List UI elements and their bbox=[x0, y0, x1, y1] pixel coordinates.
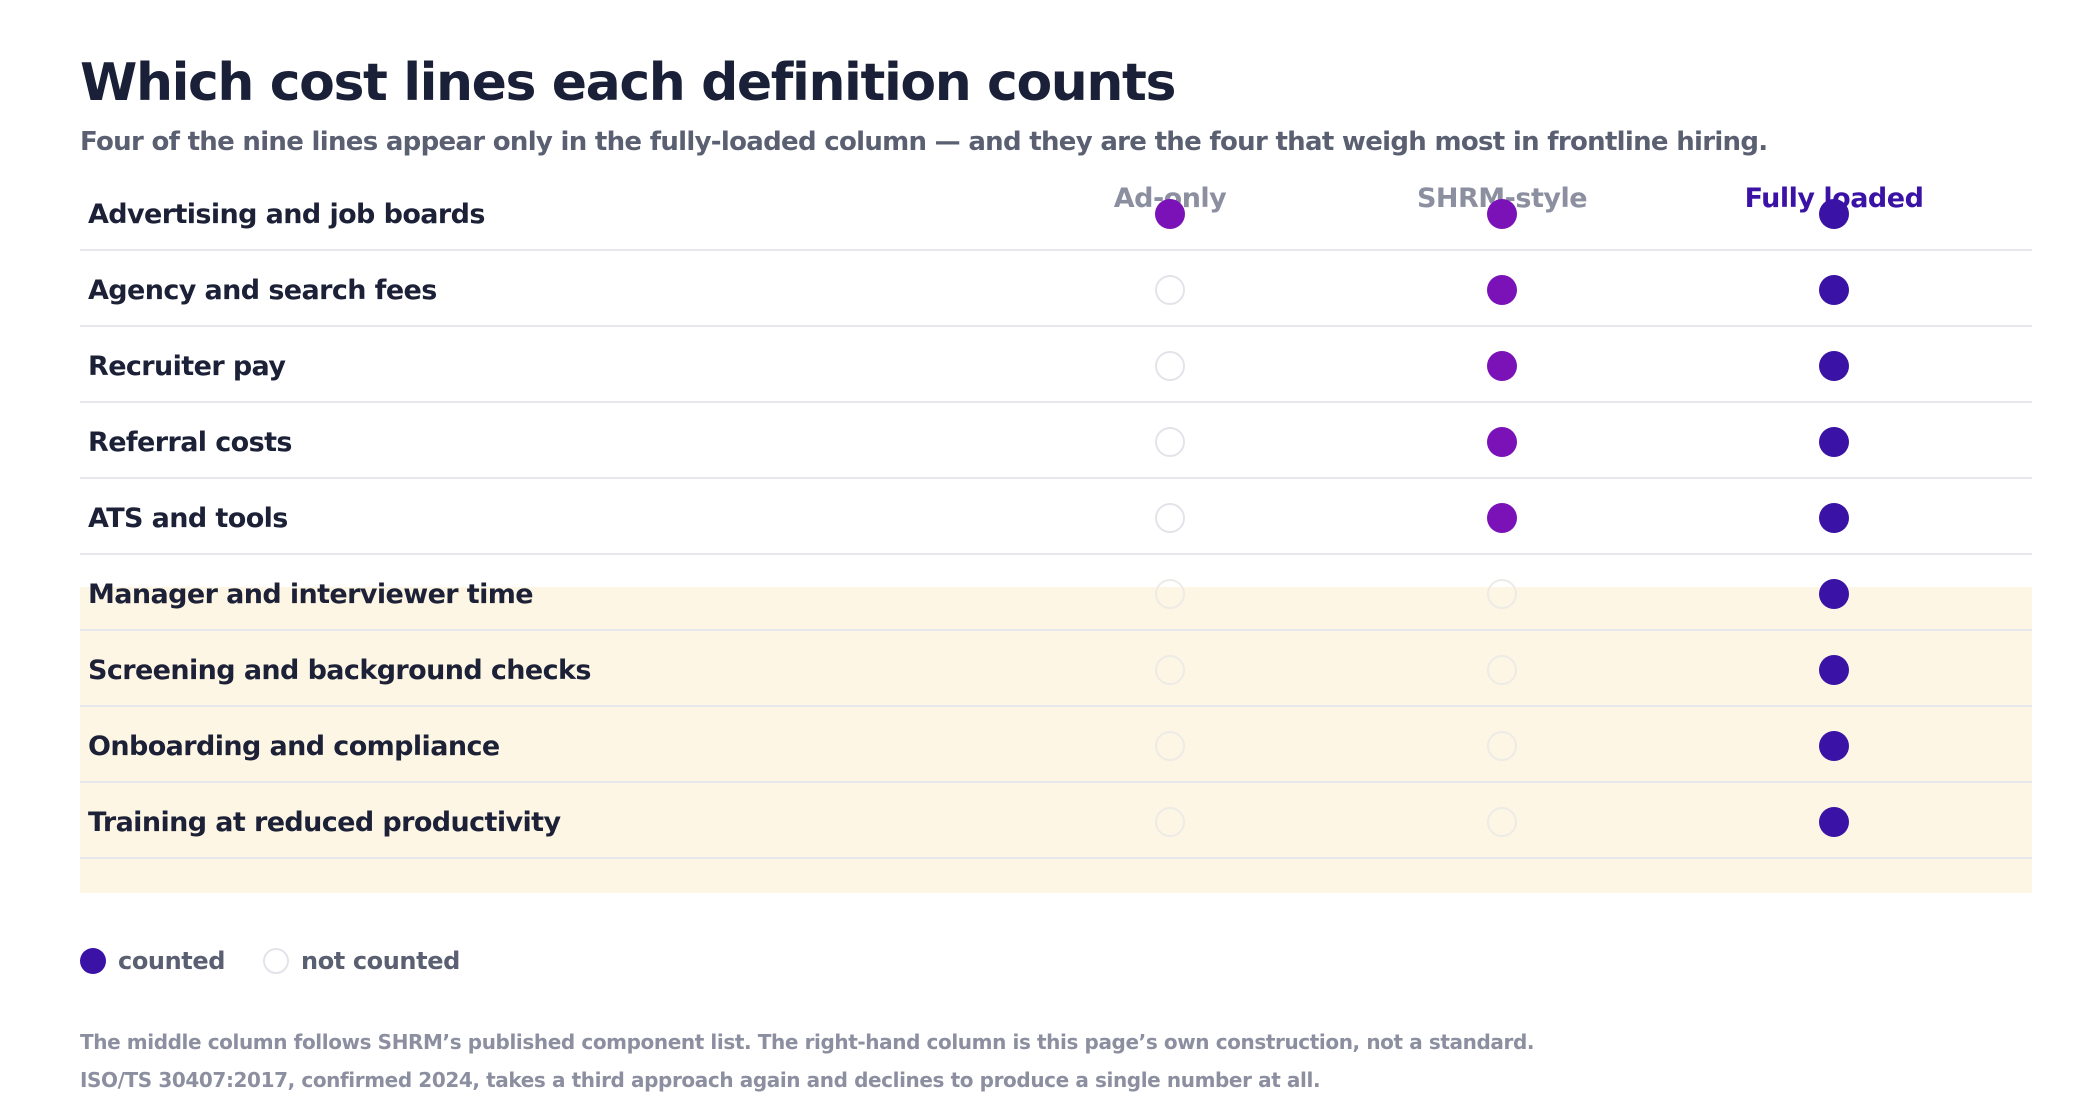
counted-dot-fully-loaded bbox=[1819, 579, 1849, 609]
row-label: Recruiter pay bbox=[88, 351, 286, 382]
fully-loaded-only-highlight bbox=[80, 587, 2032, 893]
table-row: Referral costs bbox=[80, 403, 2032, 479]
table-row: Manager and interviewer time bbox=[80, 555, 2032, 631]
not-counted-dot-ad-only bbox=[1155, 427, 1185, 457]
legend-item-counted: counted bbox=[80, 947, 225, 975]
counted-dot-shrm-style bbox=[1487, 351, 1517, 381]
row-label: Advertising and job boards bbox=[88, 199, 485, 230]
row-label: Referral costs bbox=[88, 427, 292, 458]
counted-dot-shrm-style bbox=[1487, 275, 1517, 305]
counted-dot-fully-loaded bbox=[1819, 807, 1849, 837]
not-counted-dot-icon bbox=[263, 948, 290, 974]
not-counted-dot-ad-only bbox=[1155, 655, 1185, 685]
counted-dot-fully-loaded bbox=[1819, 275, 1849, 305]
counted-dot-fully-loaded bbox=[1819, 655, 1849, 685]
table-row: Training at reduced productivity bbox=[80, 783, 2032, 859]
not-counted-dot-shrm-style bbox=[1487, 807, 1517, 837]
counted-dot-fully-loaded bbox=[1819, 351, 1849, 381]
table-row: Agency and search fees bbox=[80, 251, 2032, 327]
table-row: Screening and background checks bbox=[80, 631, 2032, 707]
row-label: Screening and background checks bbox=[88, 655, 591, 686]
table-row: Onboarding and compliance bbox=[80, 707, 2032, 783]
row-label: Manager and interviewer time bbox=[88, 579, 534, 610]
footnote-line-1: The middle column follows SHRM’s publish… bbox=[80, 1030, 1535, 1054]
counted-dot-fully-loaded bbox=[1819, 503, 1849, 533]
counted-dot-shrm-style bbox=[1487, 503, 1517, 533]
row-label: Training at reduced productivity bbox=[88, 807, 561, 838]
row-label: ATS and tools bbox=[88, 503, 288, 534]
not-counted-dot-ad-only bbox=[1155, 579, 1185, 609]
legend-label-counted: counted bbox=[118, 947, 226, 975]
legend-item-not-counted: not counted bbox=[263, 947, 460, 975]
not-counted-dot-shrm-style bbox=[1487, 731, 1517, 761]
not-counted-dot-ad-only bbox=[1155, 351, 1185, 381]
counted-dot-fully-loaded bbox=[1819, 427, 1849, 457]
row-label: Agency and search fees bbox=[88, 275, 437, 306]
counted-dot-icon bbox=[80, 948, 106, 974]
not-counted-dot-ad-only bbox=[1155, 731, 1185, 761]
legend: counted not counted bbox=[80, 944, 498, 978]
not-counted-dot-ad-only bbox=[1155, 807, 1185, 837]
counted-dot-fully-loaded bbox=[1819, 199, 1849, 229]
not-counted-dot-shrm-style bbox=[1487, 655, 1517, 685]
counted-dot-fully-loaded bbox=[1819, 731, 1849, 761]
row-label: Onboarding and compliance bbox=[88, 731, 500, 762]
counted-dot-ad-only bbox=[1155, 199, 1185, 229]
not-counted-dot-ad-only bbox=[1155, 275, 1185, 305]
chart-title: Which cost lines each definition counts bbox=[80, 53, 1176, 113]
not-counted-dot-ad-only bbox=[1155, 503, 1185, 533]
not-counted-dot-shrm-style bbox=[1487, 579, 1517, 609]
table-row: Advertising and job boards bbox=[80, 175, 2032, 251]
chart-subtitle: Four of the nine lines appear only in th… bbox=[80, 127, 1768, 157]
legend-label-not-counted: not counted bbox=[301, 947, 460, 975]
table-row: Recruiter pay bbox=[80, 327, 2032, 403]
counted-dot-shrm-style bbox=[1487, 199, 1517, 229]
counted-dot-shrm-style bbox=[1487, 427, 1517, 457]
table-row: ATS and tools bbox=[80, 479, 2032, 555]
footnote-line-2: ISO/TS 30407:2017, confirmed 2024, takes… bbox=[80, 1068, 1321, 1092]
cost-line-matrix: Ad-only SHRM-style Fully loaded Advertis… bbox=[80, 175, 2032, 895]
